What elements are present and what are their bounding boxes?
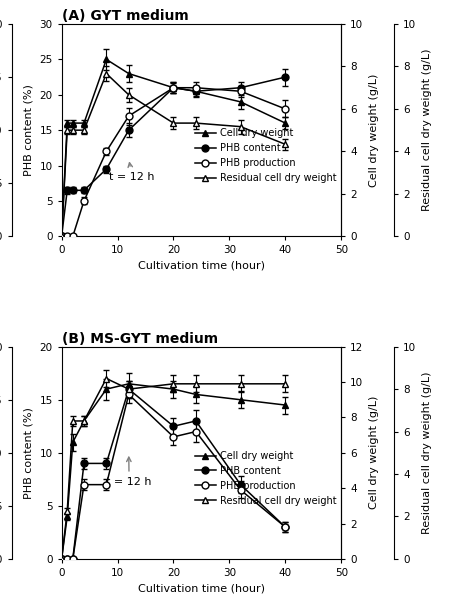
Y-axis label: Cell dry weight (g/L): Cell dry weight (g/L)	[369, 73, 379, 187]
Legend: Cell dry weight, PHB content, PHB production, Residual cell dry weight: Cell dry weight, PHB content, PHB produc…	[191, 124, 340, 187]
Y-axis label: Cell dry weight (g/L): Cell dry weight (g/L)	[369, 396, 379, 510]
X-axis label: Cultivation time (hour): Cultivation time (hour)	[138, 584, 265, 594]
Y-axis label: Residual cell dry weight (g/L): Residual cell dry weight (g/L)	[422, 371, 432, 534]
Y-axis label: PHB content (%): PHB content (%)	[24, 84, 34, 176]
Text: t = 12 h: t = 12 h	[109, 163, 155, 182]
Text: (B) MS-GYT medium: (B) MS-GYT medium	[62, 332, 218, 346]
Legend: Cell dry weight, PHB content, PHB production, Residual cell dry weight: Cell dry weight, PHB content, PHB produc…	[191, 447, 340, 510]
Text: t = 12 h: t = 12 h	[106, 457, 152, 487]
X-axis label: Cultivation time (hour): Cultivation time (hour)	[138, 261, 265, 271]
Y-axis label: PHB content (%): PHB content (%)	[24, 407, 34, 499]
Y-axis label: Residual cell dry weight (g/L): Residual cell dry weight (g/L)	[422, 49, 432, 212]
Text: (A) GYT medium: (A) GYT medium	[62, 9, 188, 23]
